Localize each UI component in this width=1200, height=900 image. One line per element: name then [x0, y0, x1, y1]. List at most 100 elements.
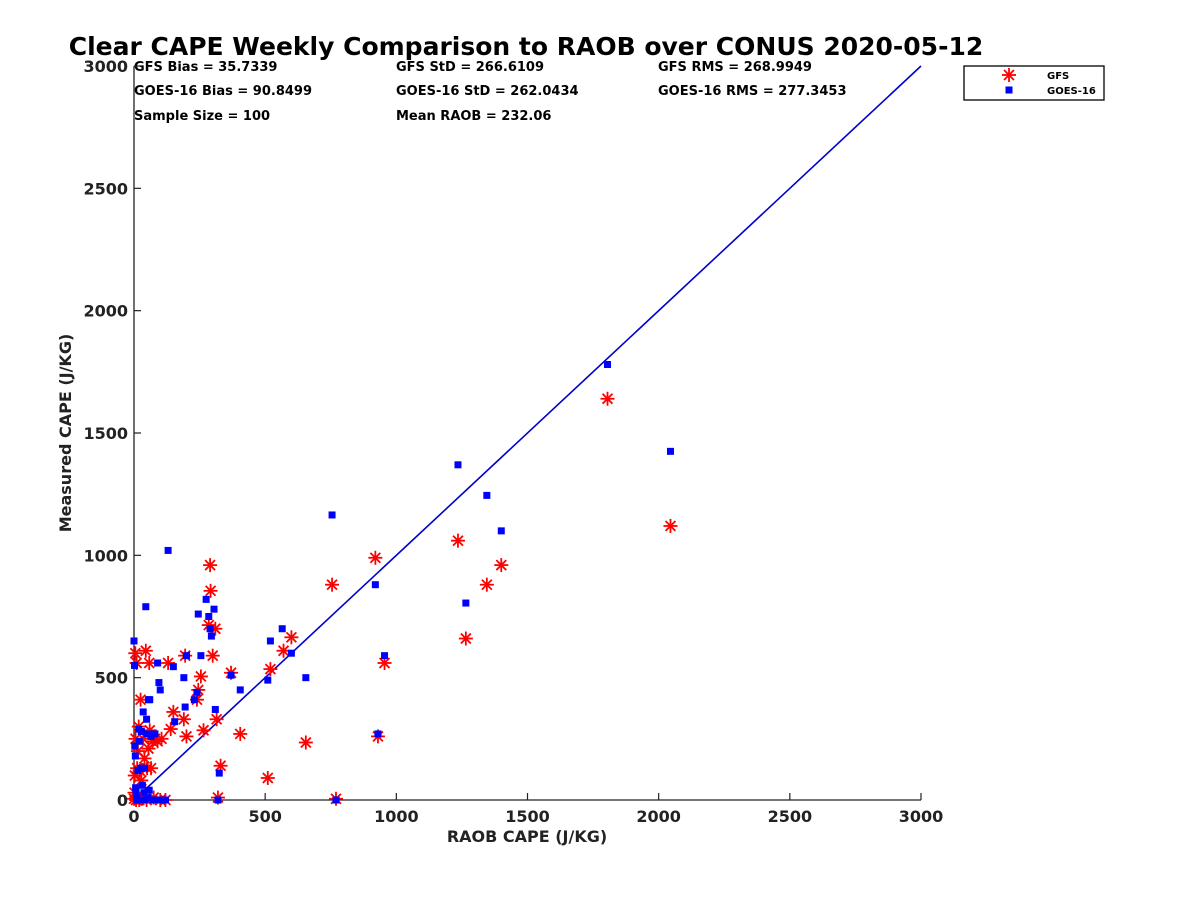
goes16-point: [206, 625, 214, 633]
legend: GFS GOES-16: [963, 65, 1105, 101]
gfs-point: [138, 643, 153, 658]
goes16-point: [140, 789, 148, 797]
goes16-point: [215, 769, 223, 777]
goes16-point: [264, 676, 272, 684]
goes16-point: [132, 784, 140, 792]
y-tick-label: 2000: [83, 302, 128, 321]
y-tick-label: 3000: [83, 57, 128, 76]
one-to-one-line: [133, 65, 922, 801]
goes16-point: [138, 781, 146, 789]
goes16-point: [169, 663, 177, 671]
goes16-point: [454, 461, 462, 469]
goes16-point: [381, 652, 389, 660]
y-tick-label: 1000: [83, 546, 128, 565]
legend-gfs-label: GFS: [1047, 71, 1069, 82]
gfs-point: [163, 722, 178, 737]
goes16-point: [151, 730, 159, 738]
gfs-point: [494, 558, 509, 573]
goes16-point: [171, 718, 179, 726]
goes16-point: [328, 511, 336, 519]
goes16-point: [181, 703, 189, 711]
chart-title: Clear CAPE Weekly Comparison to RAOB ove…: [69, 32, 984, 61]
goes16-point: [158, 796, 166, 804]
gfs-point: [298, 735, 313, 750]
stat-text: GFS RMS = 268.9949: [658, 60, 812, 75]
goes16-point: [130, 637, 138, 645]
goes16-point: [154, 659, 162, 667]
gfs-point: [176, 712, 191, 727]
gfs-point: [233, 726, 248, 741]
goes16-point: [666, 447, 674, 455]
goes16-point: [266, 637, 274, 645]
goes16-point: [164, 546, 172, 554]
gfs-point: [600, 391, 615, 406]
goes16-point: [131, 742, 139, 750]
gfs-point: [368, 550, 383, 565]
goes16-point: [332, 796, 340, 804]
gfs-point: [193, 669, 208, 684]
gfs-point: [142, 655, 157, 670]
gfs-point: [196, 723, 211, 738]
goes16-series: [130, 360, 674, 804]
gfs-point: [166, 704, 181, 719]
goes16-point: [190, 696, 198, 704]
y-tick-label: 2500: [83, 179, 128, 198]
stat-text: GOES-16 RMS = 277.3453: [658, 84, 847, 99]
goes16-point: [193, 688, 201, 696]
stat-text: GFS Bias = 35.7339: [134, 60, 277, 75]
x-tick-label: 3000: [899, 807, 944, 826]
gfs-point: [141, 741, 156, 756]
goes16-point: [156, 686, 164, 694]
gfs-point: [325, 577, 340, 592]
stat-text: GOES-16 StD = 262.0434: [396, 84, 579, 99]
gfs-point: [663, 518, 678, 533]
goes16-point: [146, 696, 154, 704]
goes16-point: [236, 686, 244, 694]
gfs-point: [128, 646, 143, 661]
goes16-point: [227, 671, 235, 679]
x-tick-label: 1500: [505, 807, 550, 826]
x-tick-label: 0: [128, 807, 139, 826]
y-tick-label: 500: [95, 669, 128, 688]
y-tick-label: 0: [117, 791, 128, 810]
legend-box: [963, 65, 1105, 101]
goes16-point: [604, 360, 612, 368]
goes16-point: [211, 705, 219, 713]
goes16-point: [371, 581, 379, 589]
gfs-point: [479, 577, 494, 592]
stat-text: Mean RAOB = 232.06: [396, 109, 551, 124]
stat-text: GOES-16 Bias = 90.8499: [134, 84, 312, 99]
gfs-point: [205, 648, 220, 663]
goes16-point: [131, 752, 139, 760]
legend-goes16-label: GOES-16: [1047, 86, 1096, 97]
gfs-point: [179, 729, 194, 744]
goes16-point: [131, 661, 139, 669]
goes16-point: [152, 796, 160, 804]
stat-text: GFS StD = 266.6109: [396, 60, 544, 75]
gfs-point: [209, 712, 224, 727]
reference-line: [133, 65, 922, 801]
gfs-point: [284, 630, 299, 645]
goes16-point: [497, 527, 505, 535]
goes16-point: [144, 794, 152, 802]
goes16-point: [180, 674, 188, 682]
goes16-point: [202, 595, 210, 603]
goes16-point: [155, 679, 163, 687]
goes16-point: [462, 599, 470, 607]
goes16-point: [210, 605, 218, 613]
x-tick-label: 1000: [374, 807, 419, 826]
goes16-point: [182, 652, 190, 660]
goes16-point: [207, 632, 215, 640]
goes16-point: [142, 603, 150, 611]
goes16-point: [205, 613, 213, 620]
x-ticks: 0 500 1000 1500 2000 2500 3000: [128, 793, 943, 826]
gfs-point: [450, 533, 465, 548]
goes16-point: [143, 730, 151, 738]
goes16-point: [214, 796, 222, 804]
x-axis-label: RAOB CAPE (J/KG): [447, 827, 607, 846]
goes16-point: [145, 786, 153, 794]
legend-goes16-marker: [1005, 86, 1013, 94]
goes16-point: [483, 491, 491, 499]
x-tick-label: 2000: [636, 807, 681, 826]
